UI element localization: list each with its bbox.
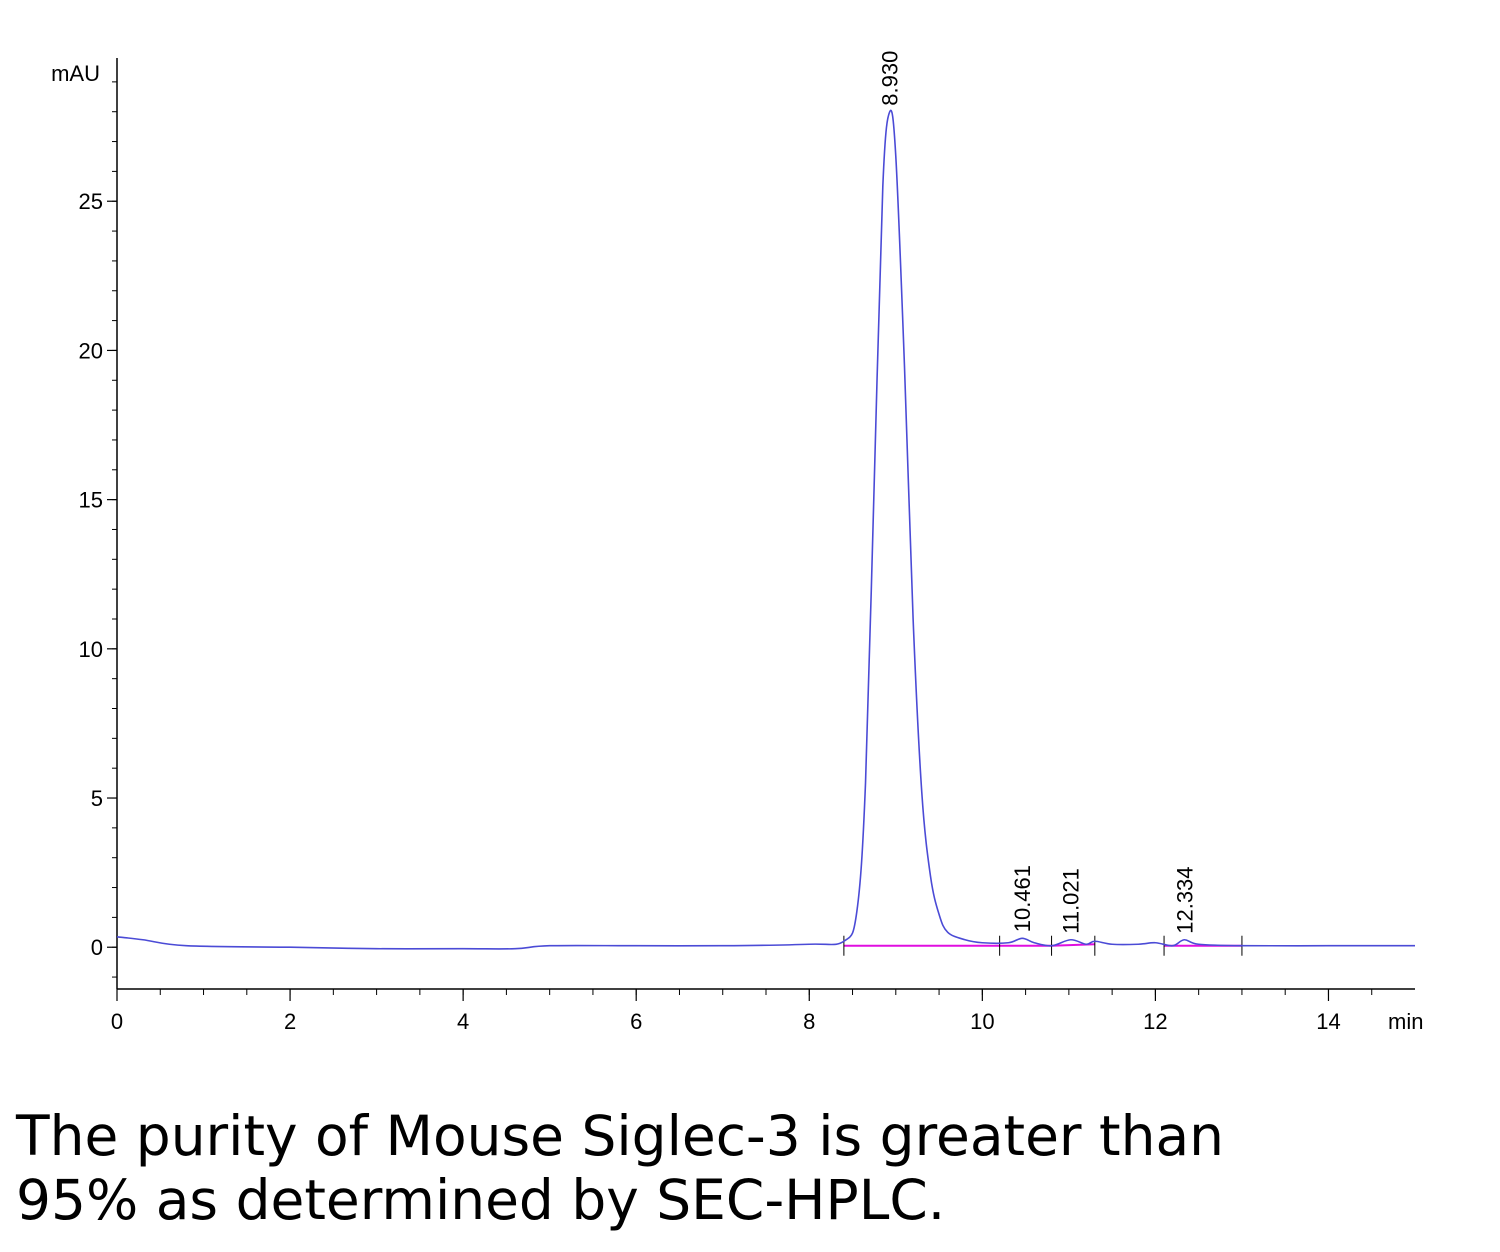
caption: The purity of Mouse Siglec-3 is greater …: [16, 1104, 1476, 1232]
y-tick-label: 0: [91, 935, 103, 960]
peak-label: 12.334: [1172, 866, 1197, 933]
y-tick-label: 5: [91, 786, 103, 811]
peak-label: 11.021: [1059, 868, 1084, 934]
chromatogram-chart: 0 5 10 15 20 25 0 2 4 6 8 10 12 14 8.930 10.461 11.021 1…: [51, 51, 1423, 1034]
x-tick-label: 12: [1143, 1009, 1167, 1034]
x-tick-label: 14: [1316, 1009, 1340, 1034]
peak-label: 10.461: [1010, 865, 1035, 932]
y-tick-label: 15: [79, 488, 103, 513]
signal-trace: [116, 109, 1415, 950]
y-axis-label: mAU: [51, 61, 100, 86]
x-tick-label: 0: [111, 1009, 123, 1034]
x-tick-label: 4: [457, 1009, 469, 1034]
x-tick-label: 8: [803, 1009, 815, 1034]
x-tick-label: 6: [630, 1009, 642, 1034]
y-tick-label: 20: [79, 338, 103, 363]
x-axis-label: min: [1388, 1009, 1423, 1034]
y-tick-label: 25: [79, 189, 103, 214]
caption-line-2: 95% as determined by SEC-HPLC.: [16, 1168, 946, 1232]
caption-line-1: The purity of Mouse Siglec-3 is greater …: [16, 1104, 1225, 1168]
x-tick-label: 10: [970, 1009, 994, 1034]
axes: 0 5 10 15 20 25 0 2 4 6 8 10 12 14: [79, 58, 1415, 1034]
peak-label: 8.930: [878, 51, 903, 106]
y-tick-label: 10: [79, 637, 103, 662]
signal-line: [116, 109, 1415, 950]
peak-labels: 8.930 10.461 11.021 12.334: [878, 51, 1198, 934]
x-tick-label: 2: [284, 1009, 296, 1034]
